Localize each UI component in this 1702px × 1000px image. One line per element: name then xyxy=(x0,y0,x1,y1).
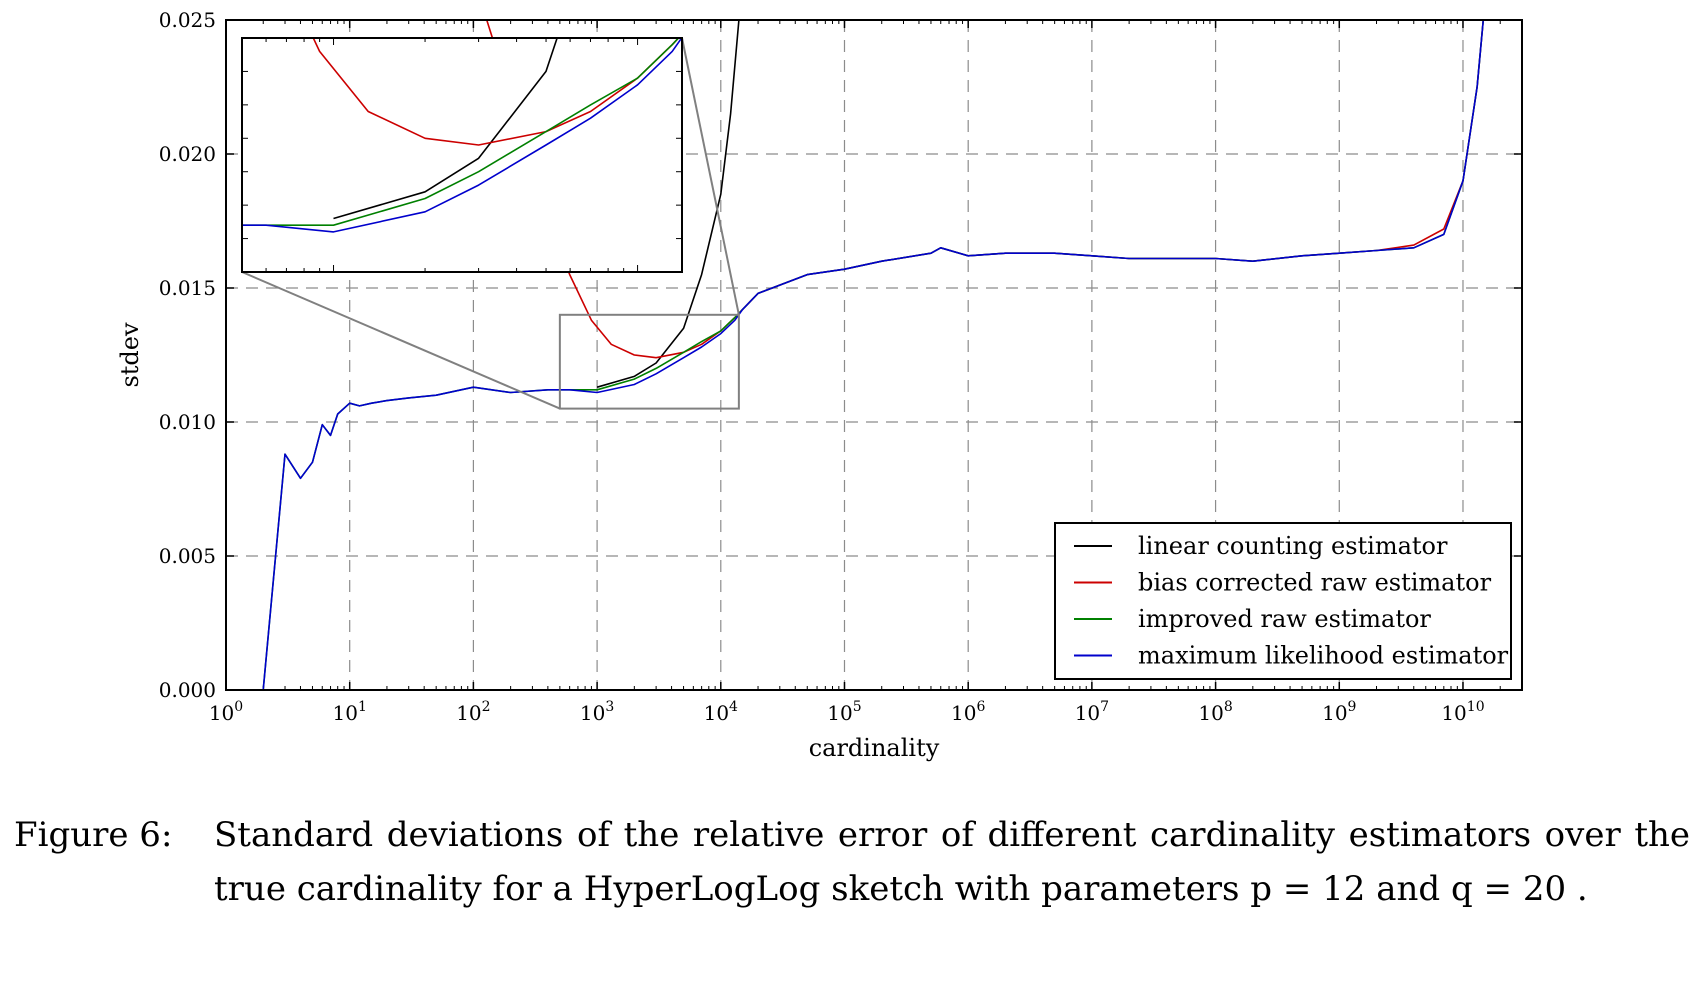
inset-series-line-improved-raw-estimator xyxy=(242,38,680,226)
x-tick-label: 102 xyxy=(456,699,490,725)
caption-prefix: Figure 6: xyxy=(14,815,173,855)
x-tick-label: 101 xyxy=(333,699,367,725)
x-tick-label: 107 xyxy=(1075,699,1109,725)
legend: linear counting estimator bias corrected … xyxy=(1054,522,1512,680)
inset-series-line-linear-counting-estimator xyxy=(333,38,558,220)
x-tick-label: 1010 xyxy=(1441,699,1484,725)
x-tick-label: 104 xyxy=(704,699,738,725)
inset-series-line-maximum-likelihood-estimator xyxy=(242,38,682,233)
x-axis-label: cardinality xyxy=(809,734,940,762)
inset-plot xyxy=(241,37,683,273)
x-tick-label: 108 xyxy=(1198,699,1232,725)
legend-item: maximum likelihood estimator xyxy=(1074,642,1509,670)
plot-frame xyxy=(225,19,1523,691)
legend-label: maximum likelihood estimator xyxy=(1138,642,1509,670)
zoom-source-box xyxy=(558,313,740,410)
zoom-connector xyxy=(241,271,561,410)
chart: 100 101 102 103 104 105 106 107 108 109 1010 0.000… xyxy=(116,8,1523,762)
inset-series-line-bias-corrected-raw-estimator xyxy=(312,38,680,146)
legend-box xyxy=(1054,522,1512,680)
x-tick-label: 105 xyxy=(827,699,861,725)
legend-item: linear counting estimator xyxy=(1074,532,1448,560)
legend-label: improved raw estimator xyxy=(1138,605,1431,633)
inset-zoom-indicator xyxy=(241,37,740,410)
legend-item: bias corrected raw estimator xyxy=(1074,569,1492,597)
series-line-linear-counting-estimator xyxy=(596,20,740,388)
y-tick-label: 0.025 xyxy=(159,8,216,32)
series-line-maximum-likelihood-estimator xyxy=(226,20,1485,690)
y-axis-label: stdev xyxy=(116,322,144,388)
legend-label: bias corrected raw estimator xyxy=(1138,569,1492,597)
y-axis-ticks: 0.000 0.005 0.010 0.015 0.020 0.025 xyxy=(159,8,1522,702)
zoom-connector xyxy=(681,37,740,316)
y-tick-label: 0.020 xyxy=(159,142,216,166)
inset-series-lines xyxy=(242,38,682,233)
inset-frame xyxy=(241,37,683,273)
x-axis-ticks: 100 101 102 103 104 105 106 107 108 109 1010 xyxy=(209,20,1523,725)
inset-background xyxy=(242,38,682,272)
x-tick-label: 100 xyxy=(209,699,243,725)
x-tick-label: 109 xyxy=(1322,699,1356,725)
x-tick-label: 103 xyxy=(580,699,614,725)
y-tick-label: 0.015 xyxy=(159,276,216,300)
caption-text: Standard deviations of the relative erro… xyxy=(214,815,1690,909)
legend-label: linear counting estimator xyxy=(1138,532,1448,560)
y-tick-label: 0.000 xyxy=(159,678,216,702)
series-lines xyxy=(226,20,1485,690)
x-tick-label: 106 xyxy=(951,699,985,725)
y-tick-label: 0.005 xyxy=(159,544,216,568)
legend-item: improved raw estimator xyxy=(1074,605,1431,633)
y-tick-label: 0.010 xyxy=(159,410,216,434)
